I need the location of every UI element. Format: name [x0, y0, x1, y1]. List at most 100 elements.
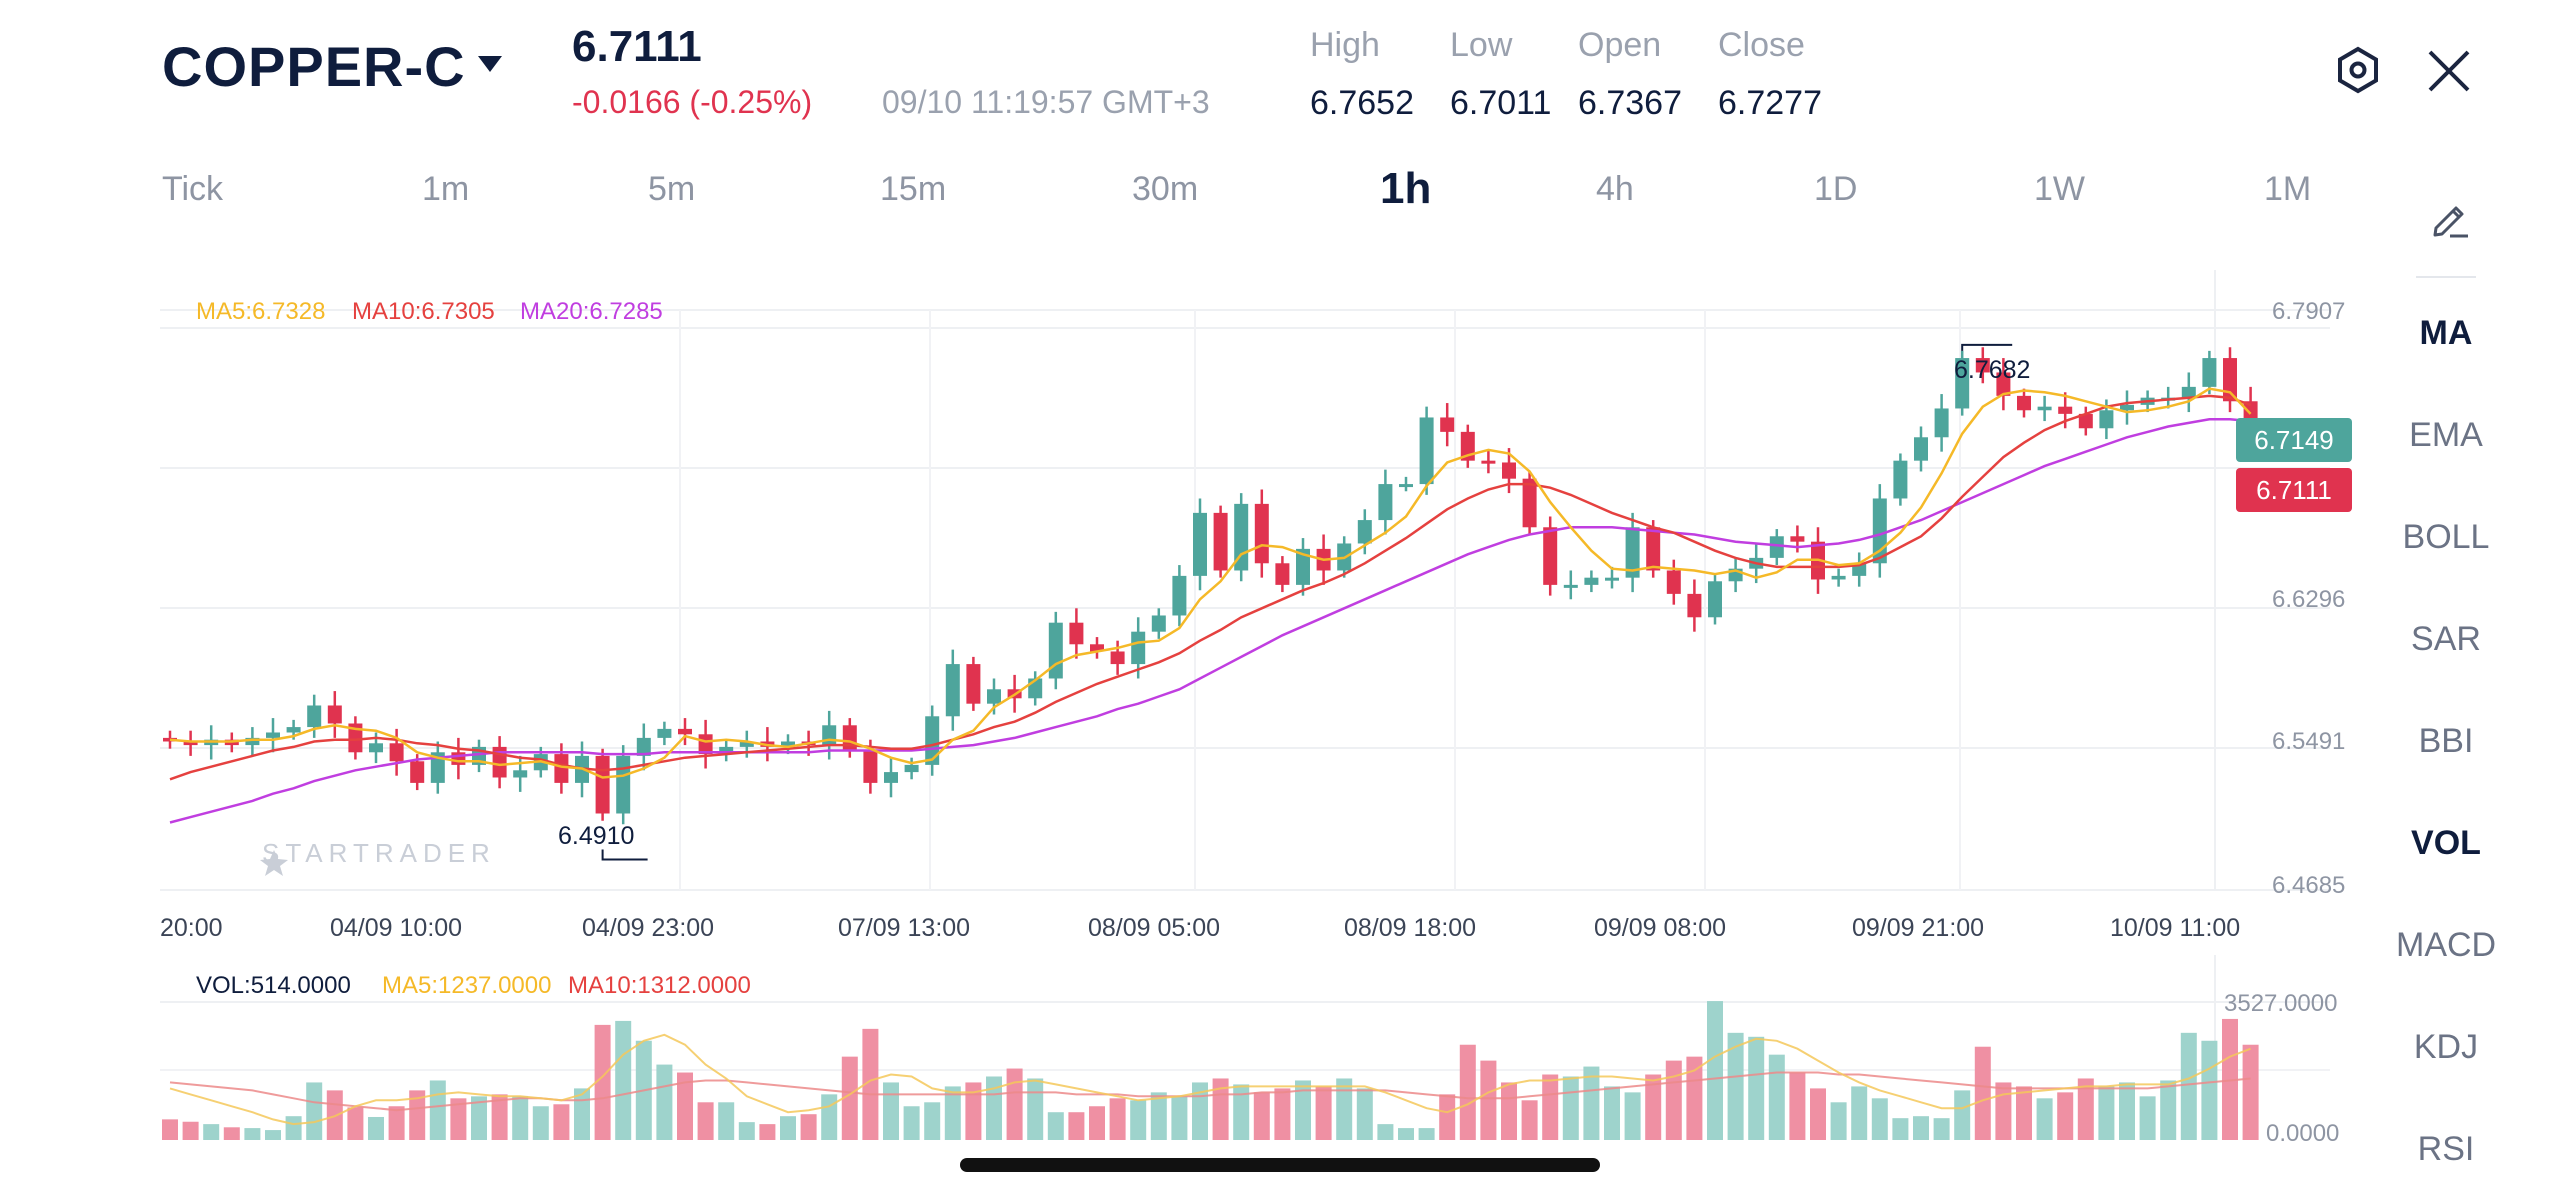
close-icon[interactable]	[2426, 48, 2472, 94]
timeframe-30m[interactable]: 30m	[1132, 170, 1199, 208]
low-marker-line	[601, 849, 648, 861]
candle-body	[1522, 478, 1537, 528]
timeframe-4h[interactable]: 4h	[1596, 170, 1634, 208]
volume-bar	[532, 1106, 549, 1140]
timeframe-tick[interactable]: Tick	[162, 170, 224, 208]
volume-chart[interactable]	[0, 955, 2360, 1155]
candle-body	[987, 689, 1001, 704]
price-chart[interactable]	[0, 270, 2360, 910]
x-tick-label: 08/09 05:00	[1088, 914, 1221, 942]
candle-body	[1110, 651, 1125, 665]
pencil-draw-icon[interactable]	[2428, 196, 2472, 240]
volume-bar	[203, 1124, 220, 1140]
timeframe-1h[interactable]: 1h	[1380, 164, 1432, 213]
volume-bar	[1624, 1092, 1641, 1140]
volume-bar	[512, 1096, 529, 1140]
timeframe-1mo[interactable]: 1M	[2264, 170, 2312, 208]
volume-bar	[1480, 1060, 1497, 1140]
volume-bar	[883, 1082, 899, 1140]
candle-body	[2037, 406, 2052, 411]
volume-bar	[986, 1076, 1002, 1140]
volume-bar	[1871, 1098, 1888, 1140]
indicator-ma[interactable]: MA	[2419, 314, 2473, 352]
watermark-star-icon	[260, 850, 288, 876]
volume-bar	[2077, 1078, 2094, 1140]
caret-down-icon[interactable]	[478, 56, 502, 72]
hexagon-gear-icon[interactable]	[2334, 46, 2382, 94]
candle-body	[1625, 527, 1640, 578]
timeframe-1d[interactable]: 1D	[1814, 170, 1858, 208]
volume-bar	[244, 1128, 261, 1140]
candle-body	[1646, 527, 1661, 571]
timeframe-1w[interactable]: 1W	[2034, 170, 2085, 208]
candle-body	[1934, 408, 1949, 438]
volume-bar	[1439, 1094, 1456, 1140]
legend-vol: VOL:514.0000	[196, 972, 351, 999]
volume-bar	[1398, 1128, 1414, 1140]
indicator-macd[interactable]: MACD	[2396, 926, 2497, 964]
timeframe-1m[interactable]: 1m	[422, 170, 470, 208]
x-tick-label: 10/09 11:00	[2110, 914, 2241, 942]
volume-bar	[1295, 1080, 1311, 1140]
volume-bar	[1707, 1001, 1723, 1140]
candle-body	[1296, 548, 1310, 585]
symbol-title[interactable]: COPPER-C	[162, 35, 466, 98]
volume-bar	[1274, 1088, 1291, 1140]
volume-bar	[1047, 1112, 1064, 1140]
x-tick-label: 20:00	[160, 914, 223, 942]
stat-high-value: 6.7652	[1310, 84, 1414, 122]
timeframe-5m[interactable]: 5m	[648, 170, 696, 208]
candle-body	[163, 737, 177, 742]
legend-vol-ma5: MA5:1237.0000	[382, 972, 552, 999]
candle-body	[925, 716, 940, 765]
indicator-bbi[interactable]: BBI	[2418, 722, 2474, 760]
indicator-ema[interactable]: EMA	[2409, 416, 2483, 454]
ma-price-badge: 6.7149	[2236, 418, 2352, 462]
ma20-line	[169, 418, 2251, 824]
volume-bar	[491, 1094, 508, 1140]
high-marker-line	[1961, 343, 2013, 351]
volume-bar	[306, 1082, 323, 1140]
indicator-rsi[interactable]: RSI	[2417, 1130, 2475, 1168]
indicator-kdj[interactable]: KDJ	[2413, 1028, 2479, 1066]
indicator-vol[interactable]: VOL	[2411, 824, 2481, 862]
volume-bar	[594, 1024, 611, 1140]
volume-bar	[1686, 1056, 1703, 1140]
indicator-boll[interactable]: BOLL	[2402, 518, 2490, 556]
candle-body	[1131, 631, 1146, 665]
candle-body	[1213, 512, 1228, 571]
volume-bar	[1810, 1088, 1826, 1140]
candle-body	[1172, 575, 1187, 616]
volume-bar	[1233, 1084, 1250, 1140]
candle-body	[1254, 503, 1269, 564]
volume-bar	[1130, 1100, 1147, 1140]
volume-bar	[1748, 1036, 1765, 1140]
period-high-label: 6.7682	[1954, 356, 2031, 384]
volume-bar	[821, 1094, 838, 1140]
volume-bar	[1089, 1106, 1105, 1140]
candle-body	[2078, 413, 2093, 429]
volume-bar	[800, 1114, 817, 1140]
volume-bar	[1933, 1118, 1950, 1140]
volume-bar	[2016, 1086, 2032, 1140]
indicator-sar[interactable]: SAR	[2411, 620, 2481, 658]
candle-body	[1090, 644, 1104, 652]
timeframe-15m[interactable]: 15m	[880, 170, 947, 208]
candle-body	[1275, 563, 1290, 585]
ma5-line	[169, 387, 2252, 779]
candle-body	[369, 743, 383, 753]
candle-body	[863, 750, 878, 783]
candle-body	[451, 752, 466, 765]
x-tick-label: 04/09 10:00	[330, 914, 463, 942]
candle-body	[513, 770, 528, 778]
vol-ma5-line	[169, 1033, 2251, 1126]
volume-bar	[965, 1082, 982, 1140]
candle-body	[1193, 512, 1207, 576]
volume-bar	[1789, 1072, 1806, 1140]
volume-bar	[409, 1090, 426, 1140]
legend-ma20: MA20:6.7285	[520, 298, 663, 325]
candle-body	[1048, 622, 1063, 679]
volume-bar	[347, 1107, 364, 1140]
candle-body	[1151, 615, 1166, 632]
volume-bar	[1542, 1074, 1559, 1140]
